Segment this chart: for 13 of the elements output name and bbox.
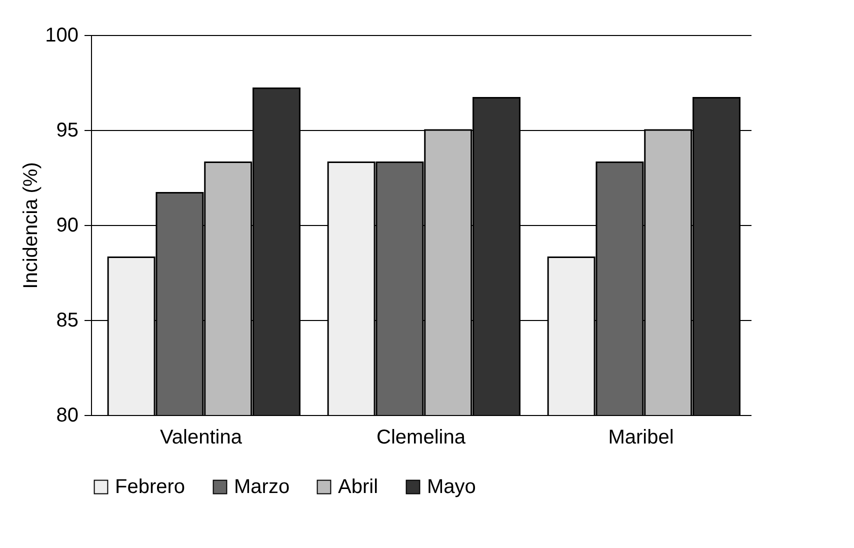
y-tick-label: 100: [45, 24, 78, 46]
y-tick-label: 95: [56, 120, 78, 142]
y-axis-title: Incidencia (%): [20, 162, 42, 289]
y-tick-label: 85: [56, 310, 78, 332]
legend-label: Mayo: [427, 476, 476, 498]
legend-label: Febrero: [115, 476, 186, 498]
legend-label: Marzo: [234, 476, 290, 498]
y-tick-label: 80: [56, 404, 78, 426]
x-tick-label: Maribel: [608, 426, 674, 448]
y-tick-label: 90: [56, 214, 78, 236]
legend-label: Abril: [338, 476, 378, 498]
x-tick-label: Valentina: [160, 426, 243, 448]
x-tick-label: Clemelina: [376, 426, 466, 448]
